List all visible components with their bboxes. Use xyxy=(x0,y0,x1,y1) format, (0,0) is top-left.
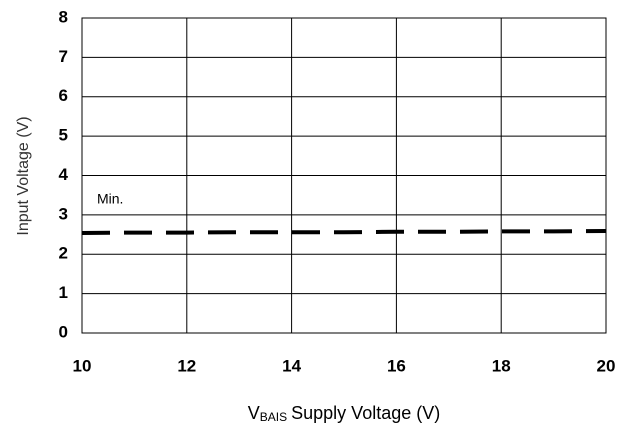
data-line xyxy=(81,229,607,235)
x-axis-label-main: V xyxy=(248,403,260,423)
plot-border xyxy=(81,17,607,334)
y-tick-label: 3 xyxy=(59,204,68,223)
x-axis-label-rest: Supply Voltage (V) xyxy=(291,403,440,423)
x-axis-label-sub: BAIS xyxy=(260,410,287,424)
x-tick-label: 10 xyxy=(73,356,92,375)
y-tick-label: 7 xyxy=(59,47,68,66)
y-tick-label: 4 xyxy=(59,165,69,184)
x-tick-label: 12 xyxy=(177,356,196,375)
annotation: Min. xyxy=(97,191,123,207)
y-tick-label: 0 xyxy=(59,322,68,341)
x-tick-label: 14 xyxy=(282,356,301,375)
y-tick-label: 2 xyxy=(59,244,68,263)
y-axis-label: Input Voltage (V) xyxy=(15,116,32,235)
y-tick-label: 5 xyxy=(59,126,68,145)
x-tick-label: 16 xyxy=(387,356,406,375)
x-axis-label: VBAIS Supply Voltage (V) xyxy=(248,403,440,424)
x-tick-label: 20 xyxy=(597,356,616,375)
y-tick-label: 8 xyxy=(59,7,68,26)
y-tick-label: 1 xyxy=(59,283,68,302)
y-tick-label: 6 xyxy=(59,86,68,105)
x-tick-label: 18 xyxy=(492,356,511,375)
